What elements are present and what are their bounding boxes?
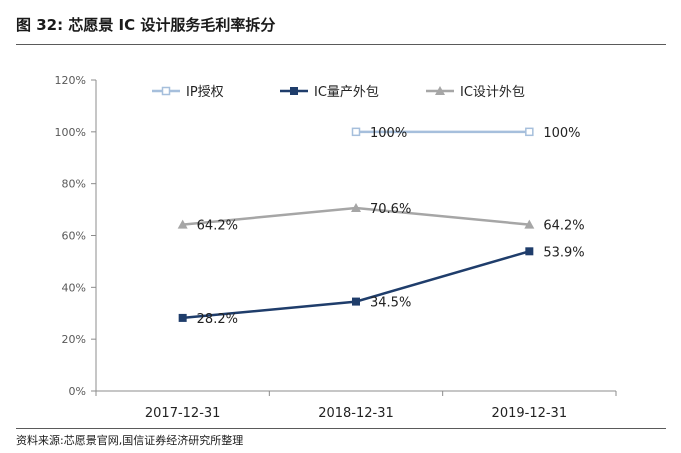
y-tick-label: 80% xyxy=(62,178,86,191)
y-tick-label: 120% xyxy=(55,74,86,87)
y-tick-label: 60% xyxy=(62,230,86,243)
legend-label: IP授权 xyxy=(186,84,224,100)
y-tick-label: 20% xyxy=(62,333,86,346)
data-label: 64.2% xyxy=(197,219,238,234)
chart-series xyxy=(177,127,535,322)
y-tick-label: 40% xyxy=(62,281,86,294)
legend-label: IC设计外包 xyxy=(460,85,525,100)
title-divider xyxy=(16,44,666,45)
source-divider xyxy=(16,428,666,429)
data-point-marker xyxy=(351,203,361,213)
data-label: 70.6% xyxy=(370,202,411,217)
source-note: 资料来源:芯愿景官网,国信证券经济研究所整理 xyxy=(16,434,244,447)
data-point-marker xyxy=(524,219,535,229)
data-point-marker xyxy=(351,127,361,137)
y-tick-label: 100% xyxy=(55,126,86,139)
data-label: 53.9% xyxy=(543,245,584,260)
legend-swatch-marker xyxy=(161,86,171,96)
chart-axes: 0% 20% 40% 60% 80% 100% 120% 2017-12-31 2018-12-… xyxy=(55,74,617,421)
figure-title-bar: 图 32: 芯愿景 IC 设计服务毛利率拆分 xyxy=(16,6,666,42)
legend-item-3: IC设计外包 xyxy=(426,85,525,100)
x-tick-label: 2019-12-31 xyxy=(492,406,568,421)
data-label: 34.5% xyxy=(370,296,411,311)
data-point-marker xyxy=(177,219,188,229)
y-tick-label: 0% xyxy=(69,385,86,398)
data-label: 28.2% xyxy=(197,312,238,327)
data-point-marker xyxy=(178,313,187,322)
data-point-marker xyxy=(352,297,360,306)
data-label: 100% xyxy=(543,126,580,141)
legend-swatch-marker xyxy=(290,87,298,95)
series-line-2 xyxy=(182,250,530,320)
data-point-marker xyxy=(525,247,534,256)
x-tick-label: 2017-12-31 xyxy=(145,406,221,421)
legend-item-1: IP授权 xyxy=(152,84,224,100)
chart-data-labels: 100% 100% 28.2% 34.5% 53.9% 64.2% 70.6% 64.2% xyxy=(197,126,585,327)
x-tick-label: 2018-12-31 xyxy=(318,406,394,421)
data-label: 100% xyxy=(370,126,407,141)
legend-swatch-marker xyxy=(435,86,445,95)
data-label: 64.2% xyxy=(543,219,584,234)
data-point-marker xyxy=(525,127,534,137)
figure-title: 图 32: 芯愿景 IC 设计服务毛利率拆分 xyxy=(16,15,276,34)
chart-legend: IP授权 IC量产外包 IC设计外包 xyxy=(152,84,525,100)
legend-label: IC量产外包 xyxy=(314,85,379,100)
legend-item-2: IC量产外包 xyxy=(280,85,379,100)
